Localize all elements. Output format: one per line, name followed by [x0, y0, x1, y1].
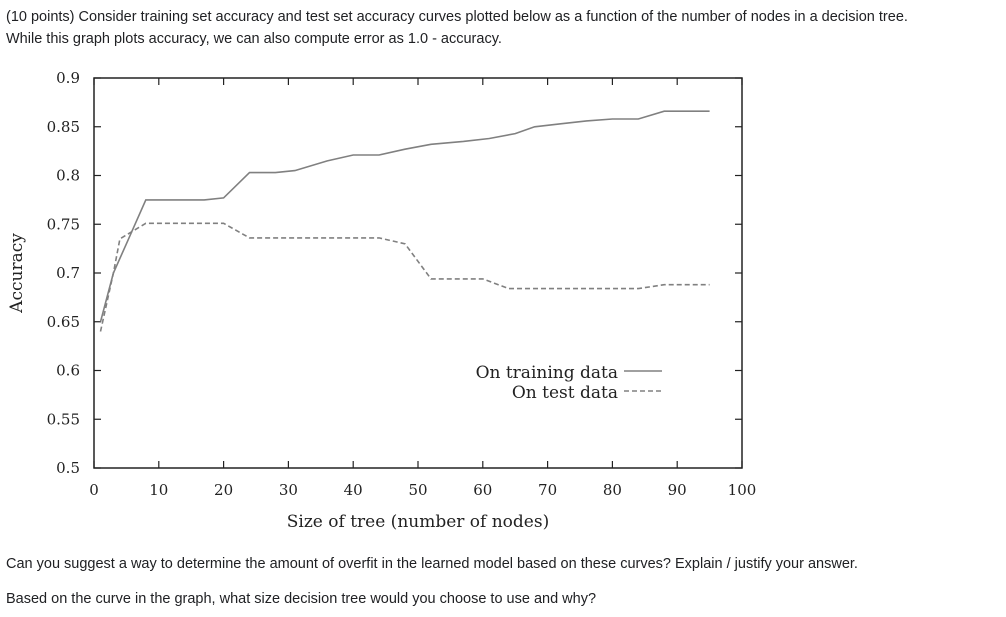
question-prompt-overfit: Can you suggest a way to determine the a…	[6, 556, 858, 572]
plot-frame	[93, 77, 743, 469]
x-tick-label: 10	[149, 481, 168, 499]
y-tick-label: 0.75	[47, 215, 80, 233]
x-axis-title: Size of tree (number of nodes)	[287, 512, 549, 532]
y-tick-label: 0.6	[56, 362, 80, 380]
question-prompt-tree-size: Based on the curve in the graph, what si…	[6, 591, 597, 607]
x-tick-label: 100	[728, 481, 757, 499]
x-tick-label: 0	[89, 481, 99, 499]
question-intro: (10 points) Consider training set accura…	[6, 6, 908, 50]
x-tick-label: 80	[603, 481, 622, 499]
x-tick-label: 50	[408, 481, 427, 499]
y-tick-label: 0.9	[56, 69, 80, 87]
y-tick-label: 0.65	[47, 313, 80, 331]
question-intro-line2: While this graph plots accuracy, we can …	[6, 31, 502, 47]
x-tick-label: 90	[668, 481, 687, 499]
accuracy-chart: 0 10 20 30 40 50 60 70 80 90 100 0.5 0.55 0.6 0.65 0.7…	[7, 69, 756, 532]
y-axis-title: Accuracy	[7, 233, 27, 314]
x-tick-label: 60	[473, 481, 492, 499]
x-tick-labels: 0 10 20 30 40 50 60 70 80 90 100	[89, 481, 756, 499]
y-tick-label: 0.85	[47, 118, 80, 136]
y-tick-label: 0.55	[47, 410, 80, 428]
legend-label-test: On test data	[512, 383, 618, 403]
y-tick-label: 0.8	[56, 167, 80, 185]
axis-ticks	[93, 77, 743, 469]
legend: On training data On test data	[476, 363, 662, 403]
series-lines	[99, 110, 710, 332]
question-intro-line1: (10 points) Consider training set accura…	[6, 9, 908, 25]
series-line-test	[99, 222, 710, 332]
legend-label-training: On training data	[476, 363, 618, 383]
x-tick-label: 70	[538, 481, 557, 499]
y-tick-label: 0.7	[56, 264, 80, 282]
series-line-training	[99, 110, 710, 323]
y-tick-label: 0.5	[56, 459, 80, 477]
x-tick-label: 20	[214, 481, 233, 499]
y-tick-labels: 0.5 0.55 0.6 0.65 0.7 0.75 0.8 0.85 0.9	[47, 69, 80, 477]
x-tick-label: 40	[344, 481, 363, 499]
x-tick-label: 30	[279, 481, 298, 499]
